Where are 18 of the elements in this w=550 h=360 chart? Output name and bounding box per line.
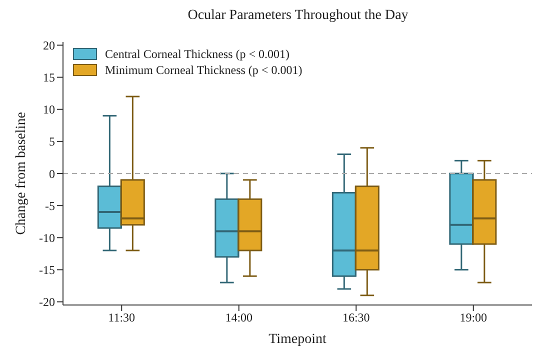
y-tick-label: -5	[45, 198, 55, 213]
y-axis-title: Change from baseline	[14, 112, 29, 235]
y-tick-label: 5	[49, 134, 55, 149]
y-tick-label: -15	[39, 262, 55, 277]
chart-title: Ocular Parameters Throughout the Day	[186, 8, 410, 24]
x-axis-title: Timepoint	[268, 332, 327, 347]
legend-label: Minimum Corneal Thickness (p < 0.001)	[105, 62, 302, 78]
y-tick-label: 10	[43, 102, 55, 117]
y-tick-label: -20	[39, 295, 55, 310]
y-tick-label: -10	[39, 230, 55, 245]
x-tick-label: 16:30	[342, 310, 370, 325]
legend-label: Central Corneal Thickness (p < 0.001)	[105, 46, 290, 62]
x-tick-label: 11:30	[108, 310, 136, 325]
y-tick-label: 20	[43, 38, 55, 52]
y-tick-label: 15	[43, 70, 55, 85]
y-tick-label: 0	[49, 166, 55, 181]
x-tick-label: 14:00	[225, 310, 253, 325]
x-tick-label: 19:00	[460, 310, 488, 325]
